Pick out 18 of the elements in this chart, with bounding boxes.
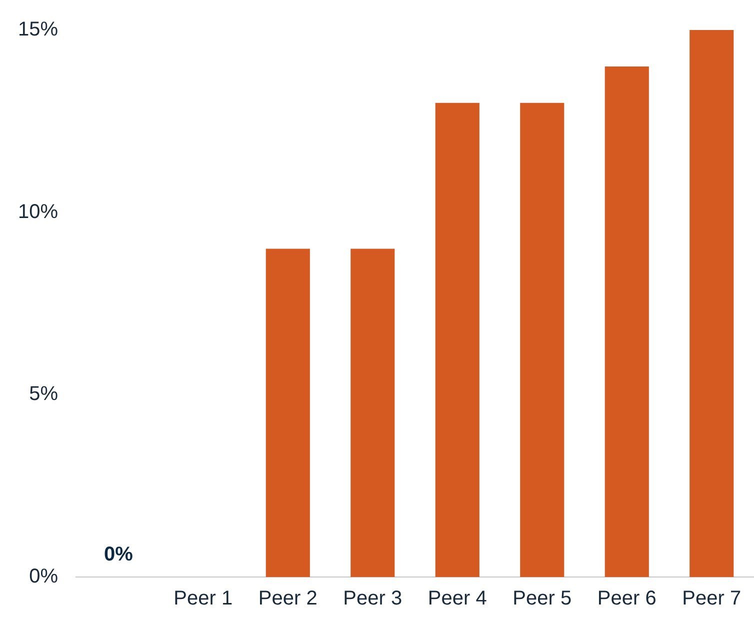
bar <box>266 248 310 577</box>
bar <box>435 102 480 577</box>
x-tick-label: Peer 2 <box>258 588 318 610</box>
y-tick-label: 15% <box>18 18 58 41</box>
bar <box>350 248 395 577</box>
data-label: 0% <box>104 544 134 566</box>
bar <box>604 66 649 577</box>
x-tick-label: Peer 6 <box>597 588 656 610</box>
y-tick-label: 10% <box>18 200 58 223</box>
bar <box>690 30 734 577</box>
x-tick-label: Peer 3 <box>343 588 402 610</box>
bar <box>520 102 564 577</box>
x-tick-label: Peer 5 <box>512 588 572 610</box>
y-tick-label: 5% <box>29 383 58 406</box>
y-tick-label: 0% <box>29 566 58 588</box>
x-tick-label: Peer 1 <box>174 588 233 610</box>
x-tick-label: Peer 7 <box>682 588 742 610</box>
x-tick-label: Peer 4 <box>428 588 487 610</box>
